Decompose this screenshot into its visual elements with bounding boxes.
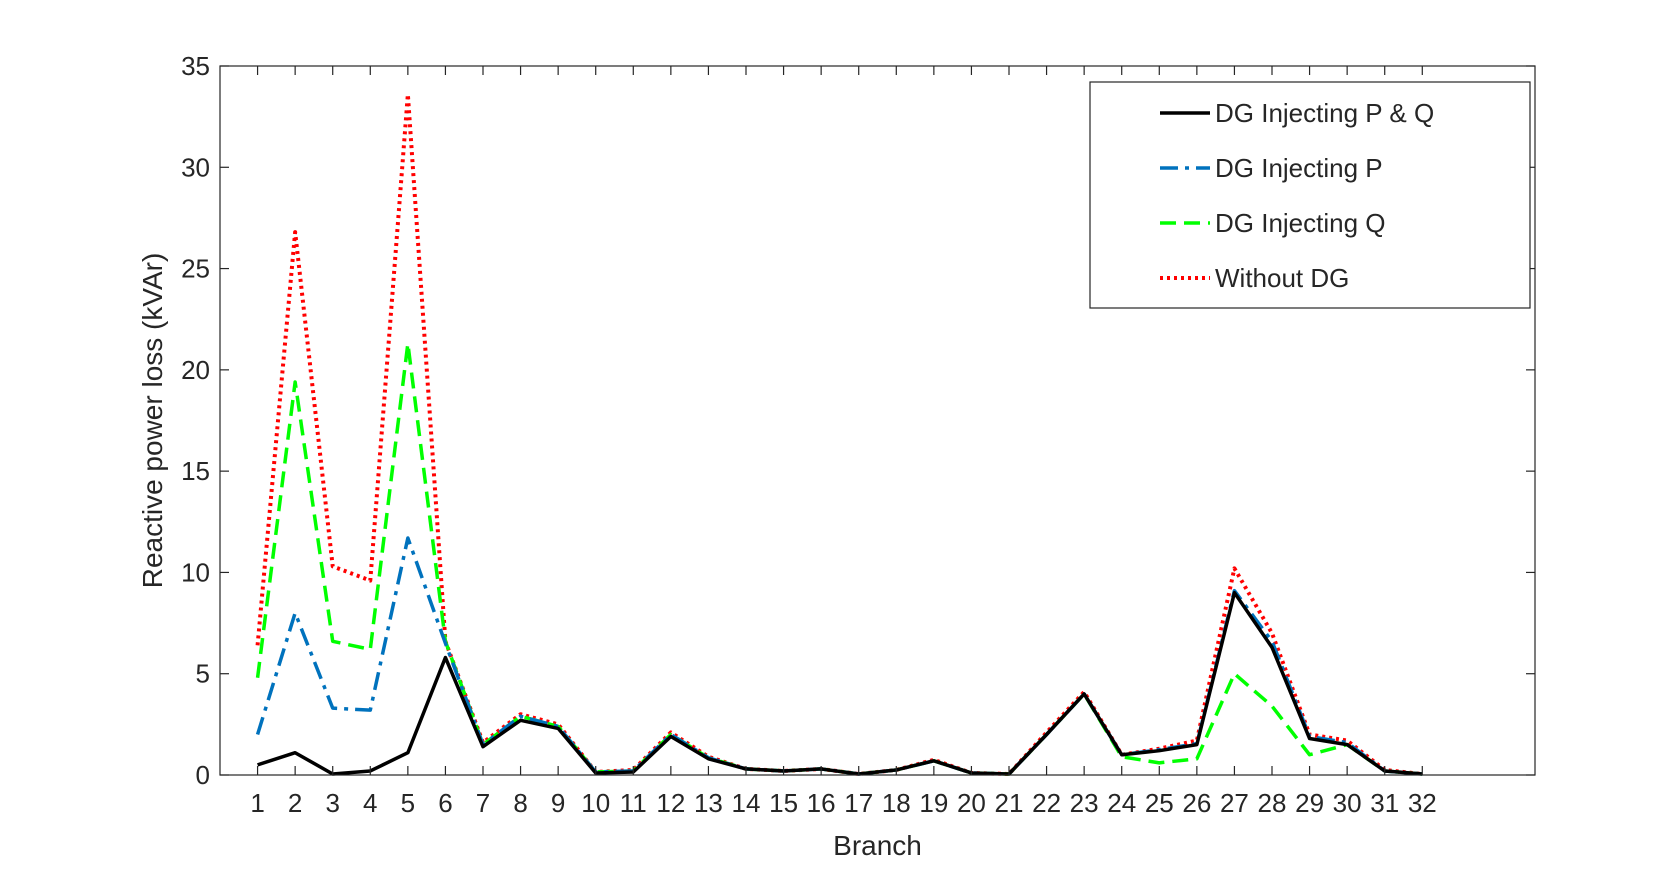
axes-box (219, 65, 1536, 776)
series-line-1 (257, 590, 1423, 776)
x-tick-label: 9 (551, 788, 565, 818)
y-tick-label: 0 (196, 760, 210, 790)
y-tick-label: 10 (181, 557, 210, 587)
legend-label-2: DG Injecting P (1215, 153, 1383, 183)
x-tick-label: 23 (1070, 788, 1099, 818)
y-tick-label: 35 (181, 51, 210, 81)
x-tick-label: 14 (732, 788, 761, 818)
x-tick-label: 6 (438, 788, 452, 818)
y-tick-label: 15 (181, 456, 210, 486)
x-tick-label: 7 (476, 788, 490, 818)
x-tick-label: 8 (513, 788, 527, 818)
x-tick-label: 11 (620, 788, 647, 818)
x-tick-label: 29 (1295, 788, 1324, 818)
legend: DG Injecting P & Q DG Injecting P DG Injec… (1089, 81, 1531, 309)
plot-area (255, 92, 1423, 776)
x-tick-label: 19 (919, 788, 948, 818)
x-tick-label: 10 (581, 788, 610, 818)
x-tick-label: 16 (807, 788, 836, 818)
x-tick-label: 17 (844, 788, 873, 818)
x-tick-label: 24 (1107, 788, 1136, 818)
x-tick-label: 31 (1370, 788, 1399, 818)
x-tick-label: 5 (401, 788, 415, 818)
legend-label-1: DG Injecting P & Q (1215, 98, 1434, 128)
x-tick-label: 20 (957, 788, 986, 818)
x-tick-label: 3 (325, 788, 339, 818)
x-tick-label: 26 (1182, 788, 1211, 818)
x-tick-label: 27 (1220, 788, 1249, 818)
x-tick-label: 30 (1333, 788, 1362, 818)
y-axis-label: Reactive power loss (kVAr) (137, 253, 168, 589)
x-tick-label: 28 (1258, 788, 1287, 818)
x-tick-label: 18 (882, 788, 911, 818)
x-tick-label: 25 (1145, 788, 1174, 818)
y-tick-label: 25 (181, 254, 210, 284)
x-tick-label: 22 (1032, 788, 1061, 818)
x-tick-label: 32 (1408, 788, 1437, 818)
x-tick-label: 12 (656, 788, 685, 818)
x-tick-label: 15 (769, 788, 798, 818)
x-axis-label: Branch (833, 830, 922, 861)
legend-label-4: Without DG (1215, 263, 1349, 293)
series-line-3 (255, 341, 1423, 776)
y-tick-label: 20 (181, 355, 210, 385)
x-tick-label: 1 (250, 788, 264, 818)
legend-box (1089, 81, 1531, 309)
x-tick-label: 2 (288, 788, 302, 818)
x-tick-label: 4 (363, 788, 377, 818)
y-tick-label: 5 (196, 659, 210, 689)
series-line-2 (255, 536, 1423, 776)
y-tick-label: 30 (181, 152, 210, 182)
x-tick-label: 13 (694, 788, 723, 818)
legend-label-3: DG Injecting Q (1215, 208, 1386, 238)
x-tick-label: 21 (995, 788, 1024, 818)
